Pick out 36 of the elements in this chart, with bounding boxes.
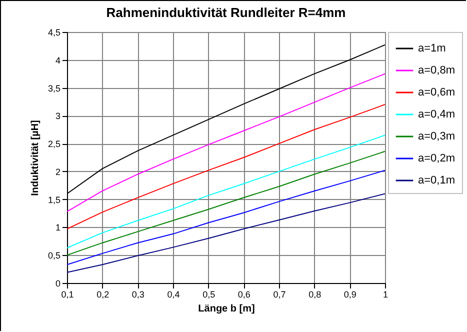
y-tick-label: 3,5 xyxy=(48,83,60,94)
legend-label: a=0,4m xyxy=(418,108,455,120)
line-series xyxy=(67,150,385,256)
line-series xyxy=(67,73,385,212)
y-tick-label: 0 xyxy=(55,278,60,288)
y-tick-label: 1 xyxy=(55,222,60,233)
y-tick-label: 4 xyxy=(55,55,60,66)
y-tick-label: 2 xyxy=(55,166,60,177)
x-axis-title: Länge b [m] xyxy=(198,304,255,314)
x-tick-label: 0,4 xyxy=(167,290,180,300)
y-tick-label: 4,5 xyxy=(48,28,60,38)
x-tick-label: 0,5 xyxy=(202,290,216,300)
legend-label: a=1m xyxy=(418,42,446,54)
y-tick-label: 3 xyxy=(55,111,60,122)
legend-label: a=0,1m xyxy=(418,174,455,186)
x-tick-label: 0,1 xyxy=(61,290,74,300)
y-tick-label: 0,5 xyxy=(48,250,60,261)
x-tick-label: 0,8 xyxy=(308,290,322,300)
x-tick-label: 1 xyxy=(382,290,388,300)
x-tick-label: 0,3 xyxy=(132,290,144,300)
x-tick-label: 0,6 xyxy=(238,290,250,300)
line-series xyxy=(67,134,385,248)
x-tick-label: 0,2 xyxy=(96,290,110,300)
line-series xyxy=(67,104,385,230)
x-tick-label: 0,9 xyxy=(344,290,356,300)
y-tick-label: 2,5 xyxy=(48,139,60,150)
y-axis-title: Induktivität [µH] xyxy=(30,120,41,196)
line-series xyxy=(67,193,385,273)
legend-label: a=0,8m xyxy=(418,64,455,76)
x-tick-label: 0,7 xyxy=(273,290,286,300)
y-tick-label: 1,5 xyxy=(48,194,60,205)
line-series xyxy=(67,170,385,266)
legend-label: a=0,3m xyxy=(418,130,455,142)
legend-label: a=0,6m xyxy=(418,86,455,98)
legend-label: a=0,2m xyxy=(418,152,455,164)
chart-title: Rahmeninduktivität Rundleiter R=4mm xyxy=(106,5,346,20)
